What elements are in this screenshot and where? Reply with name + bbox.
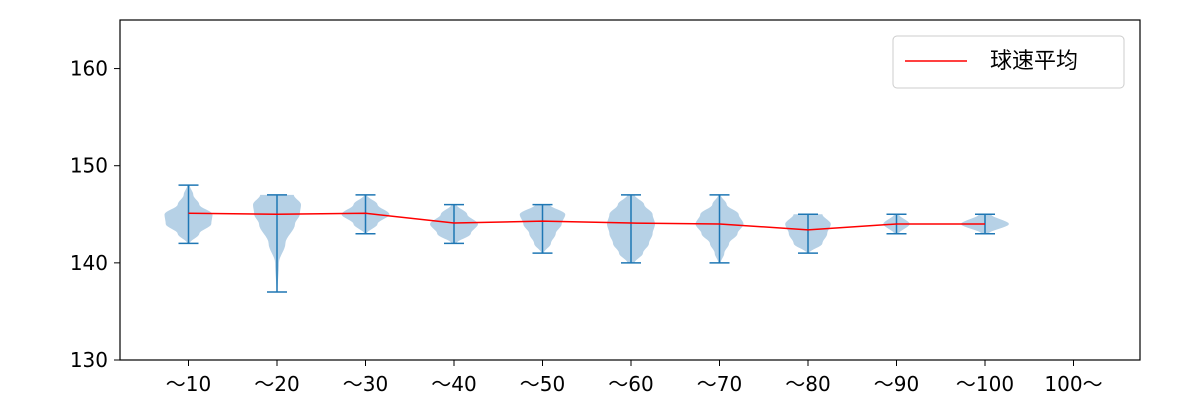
x-axis: ～10 ～20 ～30 ～40 ～50 ～60 ～70 ～80 ～90 ～100 100～ [166,360,1103,396]
x-tick-label: ～80 [785,372,830,396]
x-tick-label: ～40 [431,372,476,396]
mean-line-group [188,212,986,231]
x-tick-label: ～50 [520,372,565,396]
x-tick-label: ～70 [697,372,742,396]
y-axis: 130 140 150 160 [70,57,120,372]
x-tick-label: ～10 [166,372,211,396]
x-tick-label: 100～ [1044,372,1102,396]
legend-box [892,35,1125,89]
legend: 球速平均 [892,35,1125,89]
mean-speed-line [188,212,985,231]
y-tick-label: 160 [70,57,108,81]
y-tick-label: 150 [70,154,108,178]
x-tick-label: ～20 [254,372,299,396]
x-tick-label: ～90 [874,372,919,396]
y-tick-label: 130 [70,348,108,372]
y-tick-label: 140 [70,251,108,275]
x-tick-label: ～100 [956,372,1014,396]
plot-frame [119,19,1141,361]
legend-label: 球速平均 [990,49,1078,74]
x-tick-label: ～60 [608,372,653,396]
x-tick-label: ～30 [343,372,388,396]
